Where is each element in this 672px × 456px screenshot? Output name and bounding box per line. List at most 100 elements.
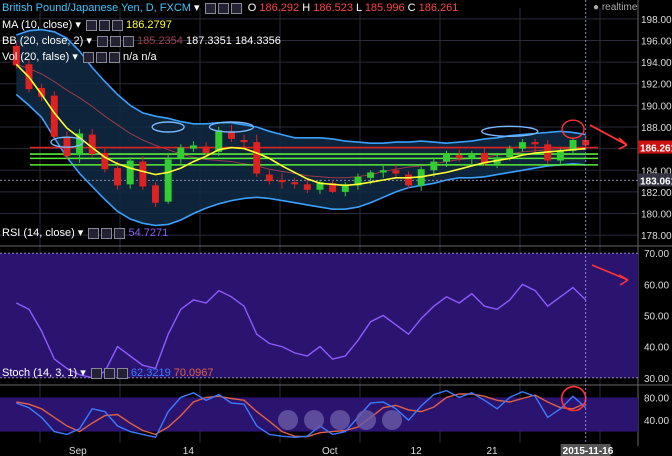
- ma-hide-icon[interactable]: [98, 19, 110, 31]
- candle: [139, 161, 147, 187]
- stoch-legend: Stoch (14, 3, 1) ▾ 62.3219 70.0967: [2, 367, 214, 379]
- last-price-tag-bg: [638, 140, 672, 154]
- ma-legend: MA (10, close) ▾ 186.2797: [2, 19, 172, 31]
- bb-hide-icon[interactable]: [109, 35, 121, 47]
- axes: 178.000180.000182.000184.000186.000188.0…: [69, 0, 672, 456]
- bb-close-icon[interactable]: [122, 35, 134, 47]
- bb-label[interactable]: BB (20, close, 2): [2, 35, 84, 47]
- bb-value-2: 187.3351: [185, 35, 232, 47]
- candle: [126, 160, 134, 185]
- date-tag: 2015-11-16: [563, 446, 614, 456]
- price-tick: 198.000: [641, 15, 672, 26]
- bb-upper-line: [16, 28, 586, 145]
- last-price-tag: 186.261: [640, 144, 672, 155]
- nav-button: [356, 410, 376, 430]
- nav-button: [278, 410, 298, 430]
- vol-label[interactable]: Vol (20, false): [2, 51, 70, 63]
- stoch-d-value: 70.0967: [173, 367, 214, 379]
- rsi-tick: 70.00: [644, 249, 669, 260]
- candle: [240, 139, 248, 143]
- x-tick: 12: [411, 446, 423, 456]
- rsi-tick: 40.00: [644, 343, 669, 354]
- nav-button: [382, 410, 402, 430]
- rsi-tick: 30.00: [644, 374, 669, 385]
- candle: [556, 150, 564, 161]
- rsi-label[interactable]: RSI (14, close): [2, 227, 75, 239]
- candle: [177, 147, 185, 159]
- grid: [0, 0, 672, 446]
- candle: [329, 183, 337, 192]
- symbol-header: British Pound/Japanese Yen, D, FXCM ▾ O …: [2, 1, 458, 14]
- close-icon[interactable]: [230, 2, 242, 14]
- candle: [215, 130, 223, 152]
- ma-close-icon[interactable]: [111, 19, 123, 31]
- bb-fill: [16, 29, 586, 226]
- rsi-legend: RSI (14, close) ▾ 54.7271: [2, 227, 169, 239]
- bb-value-1: 185.2354: [137, 35, 183, 47]
- candle: [164, 159, 172, 202]
- rsi-settings-icon[interactable]: [88, 227, 100, 239]
- high-label: H: [302, 2, 311, 14]
- ma-label[interactable]: MA (10, close): [2, 19, 73, 31]
- candle: [227, 131, 235, 139]
- highlight-ellipse: [50, 136, 84, 148]
- candle: [531, 142, 539, 145]
- rsi-value: 54.7271: [128, 227, 169, 239]
- x-tick: Oct: [322, 446, 338, 456]
- bb-settings-icon[interactable]: [96, 35, 108, 47]
- ma-value: 186.2797: [126, 19, 172, 31]
- stoch-tick: 80.00: [644, 393, 669, 404]
- hide-icon[interactable]: [217, 2, 229, 14]
- stoch-close-icon[interactable]: [116, 367, 128, 379]
- candle: [468, 152, 476, 159]
- price-tick: 184.000: [641, 166, 672, 177]
- open-label: O: [247, 2, 257, 14]
- candle: [303, 184, 311, 190]
- settings-icon[interactable]: [204, 2, 216, 14]
- stoch-label[interactable]: Stoch (14, 3, 1): [2, 367, 78, 379]
- candle: [278, 180, 286, 183]
- stoch-tick: 40.00: [644, 416, 669, 427]
- ma-settings-icon[interactable]: [85, 19, 97, 31]
- annotation-arrow: [589, 124, 628, 150]
- vol-close-icon[interactable]: [108, 51, 120, 63]
- annotation-circle: [561, 119, 585, 139]
- bb-legend: BB (20, close, 2) ▾ 185.2354 187.3351 18…: [2, 35, 281, 47]
- vol-settings-icon[interactable]: [82, 51, 94, 63]
- price-tick: 196.000: [641, 36, 672, 47]
- candle: [114, 168, 122, 186]
- low-value: 185.996: [364, 2, 405, 14]
- bb-value-3: 184.3356: [234, 35, 281, 47]
- bb-lower-line: [15, 93, 586, 227]
- candle: [202, 146, 210, 153]
- rsi-hide-icon[interactable]: [101, 227, 113, 239]
- nav-button: [304, 410, 324, 430]
- candle: [38, 88, 46, 97]
- candle: [455, 155, 463, 159]
- dropdown-icon[interactable]: ▾: [194, 2, 200, 14]
- rsi-close-icon[interactable]: [114, 227, 126, 239]
- candle: [569, 139, 577, 151]
- high-value: 186.523: [313, 2, 353, 14]
- realtime-indicator[interactable]: ● realtime: [593, 2, 638, 13]
- rsi-tick: 60.00: [644, 280, 669, 291]
- candle: [367, 172, 375, 178]
- stoch-panel: [0, 385, 638, 439]
- price-tick: 190.000: [641, 101, 672, 112]
- candle: [265, 174, 273, 182]
- candle: [582, 139, 590, 146]
- candle: [379, 170, 387, 173]
- rsi-band: [0, 253, 638, 378]
- low-label: L: [356, 2, 362, 14]
- stoch-settings-icon[interactable]: [90, 367, 102, 379]
- bb-mid-line: [16, 63, 586, 179]
- stoch-hide-icon[interactable]: [103, 367, 115, 379]
- vol-hide-icon[interactable]: [95, 51, 107, 63]
- candle: [405, 174, 413, 186]
- close-label: C: [407, 2, 416, 14]
- price-tick: 180.000: [641, 210, 672, 221]
- symbol-title[interactable]: British Pound/Japanese Yen, D, FXCM: [2, 2, 191, 14]
- vol-legend: Vol (20, false) ▾ n/a n/a: [2, 51, 157, 63]
- x-tick: Sep: [69, 446, 87, 456]
